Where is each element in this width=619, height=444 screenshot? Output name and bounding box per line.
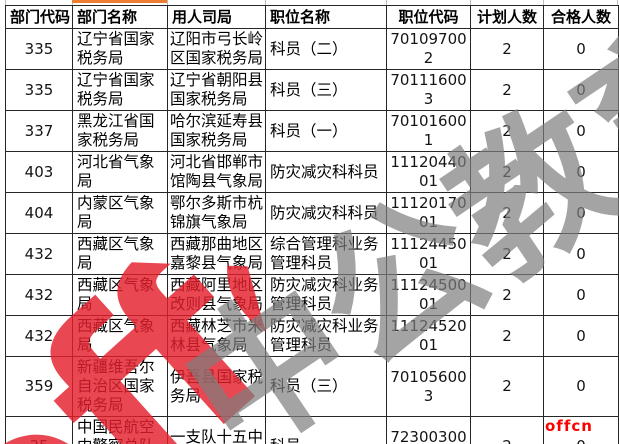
- cell-bureau[interactable]: 西藏那曲地区嘉黎县气象局: [167, 233, 266, 275]
- header-row: 部门代码 部门名称 用人司局 职位名称 职位代码 计划人数 合格人数: [5, 5, 619, 29]
- cell-position-code[interactable]: 1112452001: [386, 315, 471, 357]
- cell-position-name[interactable]: 防灾减灾科业务管理科员: [265, 315, 387, 357]
- cell-qualified-count[interactable]: 0: [543, 416, 619, 444]
- table-row: 335 辽宁省国家税务局 辽宁省朝阳县国家税务局 科员（三） 701116003…: [5, 69, 619, 111]
- table-row: 432 西藏区气象局 西藏那曲地区嘉黎县气象局 综合管理科业务管理科员 1112…: [5, 233, 619, 275]
- cell-position-code[interactable]: 701056003: [386, 356, 471, 417]
- cell-dept-code[interactable]: 359: [5, 356, 73, 417]
- cell-planned-count[interactable]: 2: [470, 233, 544, 275]
- gridline: [386, 0, 387, 5]
- cell-dept-code[interactable]: 404: [5, 192, 73, 234]
- cell-dept-code[interactable]: 432: [5, 233, 73, 275]
- cell-bureau[interactable]: 一支队十五中队呼和浩特: [167, 416, 266, 444]
- cell-qualified-count[interactable]: 0: [543, 110, 619, 152]
- cell-planned-count[interactable]: 2: [470, 356, 544, 417]
- cell-qualified-count[interactable]: 0: [543, 69, 619, 111]
- cell-dept-code[interactable]: 335: [5, 28, 73, 70]
- cell-planned-count[interactable]: 2: [470, 28, 544, 70]
- cell-qualified-count[interactable]: 0: [543, 233, 619, 275]
- cell-dept-name[interactable]: 黑龙江省国家税务局: [72, 110, 168, 152]
- cell-qualified-count[interactable]: 0: [543, 192, 619, 234]
- col-header-position-code[interactable]: 职位代码: [386, 5, 471, 29]
- cell-dept-name[interactable]: 河北省气象局: [72, 151, 168, 193]
- cell-dept-code[interactable]: 432: [5, 315, 73, 357]
- cell-position-code[interactable]: 1112445001: [386, 233, 471, 275]
- table-row: 432 西藏区气象局 西藏阿里地区改则县气象局 防灾减灾科业务管理科员 1112…: [5, 274, 619, 316]
- cell-planned-count[interactable]: 2: [470, 274, 544, 316]
- table-row: 337 黑龙江省国家税务局 哈尔滨延寿县国家税务局 科员（一） 70101600…: [5, 110, 619, 152]
- table-row: 404 内蒙区气象局 鄂尔多斯市杭锦旗气象局 防灾减灾科科员 111201700…: [5, 192, 619, 234]
- cell-planned-count[interactable]: 2: [470, 69, 544, 111]
- cell-bureau[interactable]: 西藏阿里地区改则县气象局: [167, 274, 266, 316]
- gridline: [167, 0, 168, 5]
- cell-position-name[interactable]: 科员（一）: [265, 110, 387, 152]
- cell-bureau[interactable]: 辽宁省朝阳县国家税务局: [167, 69, 266, 111]
- cell-planned-count[interactable]: 2: [470, 192, 544, 234]
- gridline: [470, 0, 471, 5]
- selection-accent-bar: [72, 0, 167, 3]
- col-header-dept-code[interactable]: 部门代码: [5, 5, 73, 29]
- cell-position-code[interactable]: 723003002: [386, 416, 471, 444]
- cell-bureau[interactable]: 哈尔滨延寿县国家税务局: [167, 110, 266, 152]
- cell-dept-code[interactable]: 335: [5, 69, 73, 111]
- cell-planned-count[interactable]: 2: [470, 315, 544, 357]
- cell-position-name[interactable]: 科员（二）: [265, 28, 387, 70]
- gridline: [543, 0, 544, 5]
- col-header-position-name[interactable]: 职位名称: [265, 5, 387, 29]
- cell-dept-code[interactable]: 35: [5, 416, 73, 444]
- cell-qualified-count[interactable]: 0: [543, 274, 619, 316]
- cell-position-name[interactable]: 防灾减灾科科员: [265, 151, 387, 193]
- gridline: [265, 0, 266, 5]
- cell-bureau[interactable]: 河北省邯郸市馆陶县气象局: [167, 151, 266, 193]
- table-row: 432 西藏区气象局 西藏林芝市米林县气象局 防灾减灾科业务管理科员 11124…: [5, 315, 619, 357]
- cell-planned-count[interactable]: 2: [470, 110, 544, 152]
- cell-planned-count[interactable]: 2: [470, 416, 544, 444]
- table-row: 35 中国民航空中警察总队系统 一支队十五中队呼和浩特 科员 723003002…: [5, 416, 619, 444]
- cell-dept-name[interactable]: 西藏区气象局: [72, 315, 168, 357]
- cell-position-code[interactable]: 701116003: [386, 69, 471, 111]
- cell-bureau[interactable]: 西藏林芝市米林县气象局: [167, 315, 266, 357]
- cell-qualified-count[interactable]: 0: [543, 315, 619, 357]
- cell-dept-name[interactable]: 中国民航空中警察总队系统: [72, 416, 168, 444]
- col-header-dept-name[interactable]: 部门名称: [72, 5, 168, 29]
- cell-position-code[interactable]: 1112450001: [386, 274, 471, 316]
- cell-dept-name[interactable]: 西藏区气象局: [72, 233, 168, 275]
- cell-dept-name[interactable]: 内蒙区气象局: [72, 192, 168, 234]
- cell-qualified-count[interactable]: 0: [543, 28, 619, 70]
- cell-position-code[interactable]: 1112017001: [386, 192, 471, 234]
- table-row: 335 辽宁省国家税务局 辽阳市弓长岭区国家税务局 科员（二） 70109700…: [5, 28, 619, 70]
- cell-dept-code[interactable]: 337: [5, 110, 73, 152]
- cell-dept-name[interactable]: 西藏区气象局: [72, 274, 168, 316]
- positions-table: 部门代码 部门名称 用人司局 职位名称 职位代码 计划人数 合格人数 335 辽…: [5, 5, 619, 444]
- table-row: 359 新疆维吾尔自治区国家税务局 伊吾县国家税务局 科员（三） 7010560…: [5, 356, 619, 417]
- cell-position-name[interactable]: 科员: [265, 416, 387, 444]
- table-row: 403 河北省气象局 河北省邯郸市馆陶县气象局 防灾减灾科科员 11120440…: [5, 151, 619, 193]
- cell-bureau[interactable]: 辽阳市弓长岭区国家税务局: [167, 28, 266, 70]
- cell-position-name[interactable]: 科员（三）: [265, 69, 387, 111]
- cell-dept-code[interactable]: 403: [5, 151, 73, 193]
- cell-position-code[interactable]: 701016001: [386, 110, 471, 152]
- cell-position-name[interactable]: 综合管理科业务管理科员: [265, 233, 387, 275]
- cell-position-name[interactable]: 防灾减灾科业务管理科员: [265, 274, 387, 316]
- cell-bureau[interactable]: 伊吾县国家税务局: [167, 356, 266, 417]
- col-header-planned-count[interactable]: 计划人数: [470, 5, 544, 29]
- cell-dept-name[interactable]: 新疆维吾尔自治区国家税务局: [72, 356, 168, 417]
- gridline: [617, 0, 618, 5]
- cell-bureau[interactable]: 鄂尔多斯市杭锦旗气象局: [167, 192, 266, 234]
- col-header-bureau[interactable]: 用人司局: [167, 5, 266, 29]
- cell-dept-name[interactable]: 辽宁省国家税务局: [72, 69, 168, 111]
- cell-dept-name[interactable]: 辽宁省国家税务局: [72, 28, 168, 70]
- cell-position-code[interactable]: 1112044001: [386, 151, 471, 193]
- cell-qualified-count[interactable]: 0: [543, 151, 619, 193]
- cell-planned-count[interactable]: 2: [470, 151, 544, 193]
- cell-qualified-count[interactable]: 0: [543, 356, 619, 417]
- gridline: [5, 0, 6, 5]
- cell-position-name[interactable]: 科员（三）: [265, 356, 387, 417]
- cell-position-code[interactable]: 701097002: [386, 28, 471, 70]
- cell-dept-code[interactable]: 432: [5, 274, 73, 316]
- col-header-qualified-count[interactable]: 合格人数: [543, 5, 619, 29]
- cell-position-name[interactable]: 防灾减灾科科员: [265, 192, 387, 234]
